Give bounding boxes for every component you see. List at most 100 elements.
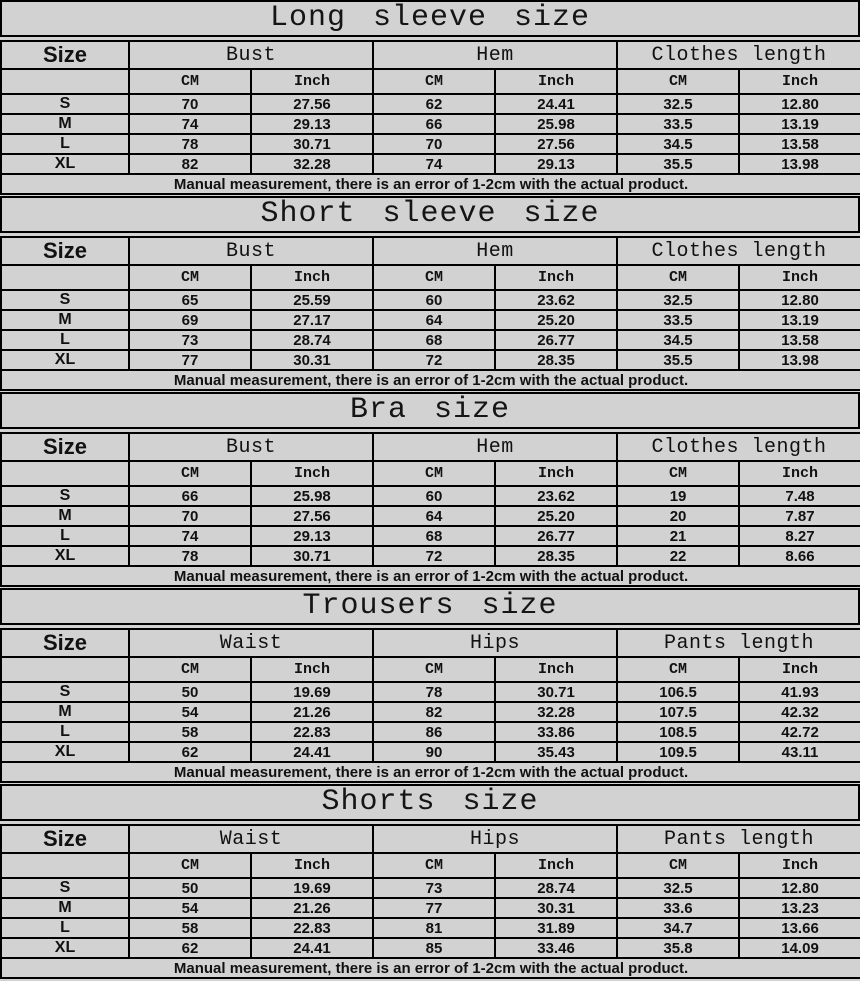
group-header-row: Size Bust Hem Clothes length xyxy=(0,40,860,70)
table-row: XL 77 30.31 72 28.35 35.5 13.98 xyxy=(0,349,860,371)
value-cell: 33.86 xyxy=(494,721,619,743)
size-label: XL xyxy=(0,349,130,371)
value-cell: 43.11 xyxy=(738,741,860,763)
unit-inch-header: Inch xyxy=(494,656,619,683)
value-cell: 35.8 xyxy=(616,937,741,959)
value-cell: 60 xyxy=(372,485,497,507)
value-cell: 69 xyxy=(128,309,252,331)
group-header: Bust xyxy=(127,236,375,266)
group-header: Hem xyxy=(372,40,619,70)
size-table: Size Bust Hem Clothes length CM Inch CM Inch CM I… xyxy=(0,432,860,587)
size-column-header: Size xyxy=(0,236,130,266)
measurement-note: Manual measurement, there is an error of… xyxy=(0,173,860,195)
value-cell: 32.5 xyxy=(616,289,741,311)
value-cell: 13.19 xyxy=(738,309,860,331)
group-header: Bust xyxy=(127,432,375,462)
value-cell: 42.32 xyxy=(738,701,860,723)
value-cell: 27.56 xyxy=(249,505,375,527)
value-cell: 68 xyxy=(372,329,497,351)
value-cell: 32.5 xyxy=(616,93,741,115)
value-cell: 108.5 xyxy=(616,721,741,743)
value-cell: 12.80 xyxy=(738,877,860,899)
value-cell: 22.83 xyxy=(249,917,375,939)
value-cell: 85 xyxy=(372,937,497,959)
unit-inch-header: Inch xyxy=(738,656,860,683)
table-row: S 50 19.69 78 30.71 106.5 41.93 xyxy=(0,681,860,703)
table-row: XL 78 30.71 72 28.35 22 8.66 xyxy=(0,545,860,567)
table-row: S 65 25.59 60 23.62 32.5 12.80 xyxy=(0,289,860,311)
value-cell: 74 xyxy=(128,113,252,135)
size-label: M xyxy=(0,309,130,331)
table-row: M 54 21.26 77 30.31 33.6 13.23 xyxy=(0,897,860,919)
value-cell: 32.28 xyxy=(494,701,619,723)
empty-cell xyxy=(0,460,130,487)
value-cell: 78 xyxy=(128,133,252,155)
value-cell: 77 xyxy=(372,897,497,919)
table-row: M 69 27.17 64 25.20 33.5 13.19 xyxy=(0,309,860,331)
value-cell: 82 xyxy=(128,153,252,175)
value-cell: 25.98 xyxy=(249,485,375,507)
value-cell: 35.5 xyxy=(616,349,741,371)
value-cell: 25.59 xyxy=(249,289,375,311)
unit-cm-header: CM xyxy=(372,852,497,879)
value-cell: 82 xyxy=(372,701,497,723)
value-cell: 24.41 xyxy=(249,741,375,763)
unit-cm-header: CM xyxy=(616,264,741,291)
value-cell: 66 xyxy=(372,113,497,135)
note-row: Manual measurement, there is an error of… xyxy=(0,173,860,195)
value-cell: 90 xyxy=(372,741,497,763)
size-table: Size Bust Hem Clothes length CM Inch CM Inch CM I… xyxy=(0,236,860,391)
size-label: L xyxy=(0,525,130,547)
value-cell: 70 xyxy=(128,93,252,115)
unit-inch-header: Inch xyxy=(249,264,375,291)
group-header: Pants length xyxy=(616,824,860,854)
value-cell: 14.09 xyxy=(738,937,860,959)
value-cell: 27.56 xyxy=(494,133,619,155)
value-cell: 8.27 xyxy=(738,525,860,547)
unit-inch-header: Inch xyxy=(494,460,619,487)
value-cell: 32.5 xyxy=(616,877,741,899)
group-header: Clothes length xyxy=(616,432,860,462)
value-cell: 19.69 xyxy=(249,681,375,703)
chart-title: Long sleeve size xyxy=(0,0,860,37)
table-row: L 74 29.13 68 26.77 21 8.27 xyxy=(0,525,860,547)
table-row: S 70 27.56 62 24.41 32.5 12.80 xyxy=(0,93,860,115)
table-row: L 58 22.83 86 33.86 108.5 42.72 xyxy=(0,721,860,743)
size-label: XL xyxy=(0,937,130,959)
value-cell: 70 xyxy=(372,133,497,155)
measurement-note: Manual measurement, there is an error of… xyxy=(0,369,860,391)
table-row: XL 82 32.28 74 29.13 35.5 13.98 xyxy=(0,153,860,175)
value-cell: 31.89 xyxy=(494,917,619,939)
value-cell: 107.5 xyxy=(616,701,741,723)
value-cell: 29.13 xyxy=(249,525,375,547)
value-cell: 13.58 xyxy=(738,329,860,351)
value-cell: 33.6 xyxy=(616,897,741,919)
unit-cm-header: CM xyxy=(616,68,741,95)
unit-inch-header: Inch xyxy=(494,68,619,95)
value-cell: 73 xyxy=(128,329,252,351)
value-cell: 41.93 xyxy=(738,681,860,703)
size-label: S xyxy=(0,289,130,311)
size-table: Size Waist Hips Pants length CM Inch CM Inch CM I… xyxy=(0,824,860,979)
value-cell: 28.74 xyxy=(494,877,619,899)
value-cell: 62 xyxy=(372,93,497,115)
value-cell: 29.13 xyxy=(494,153,619,175)
size-label: L xyxy=(0,329,130,351)
value-cell: 24.41 xyxy=(249,937,375,959)
unit-inch-header: Inch xyxy=(738,852,860,879)
unit-header-row: CM Inch CM Inch CM Inch xyxy=(0,460,860,487)
value-cell: 13.66 xyxy=(738,917,860,939)
unit-cm-header: CM xyxy=(616,460,741,487)
unit-inch-header: Inch xyxy=(249,852,375,879)
value-cell: 58 xyxy=(128,721,252,743)
unit-inch-header: Inch xyxy=(738,68,860,95)
value-cell: 21 xyxy=(616,525,741,547)
unit-inch-header: Inch xyxy=(494,852,619,879)
value-cell: 70 xyxy=(128,505,252,527)
unit-cm-header: CM xyxy=(128,852,252,879)
value-cell: 7.48 xyxy=(738,485,860,507)
value-cell: 64 xyxy=(372,309,497,331)
group-header: Hips xyxy=(372,824,619,854)
table-row: M 54 21.26 82 32.28 107.5 42.32 xyxy=(0,701,860,723)
size-chart-block-1: Long sleeve size Size Bust Hem Clothes lengt… xyxy=(0,0,860,196)
